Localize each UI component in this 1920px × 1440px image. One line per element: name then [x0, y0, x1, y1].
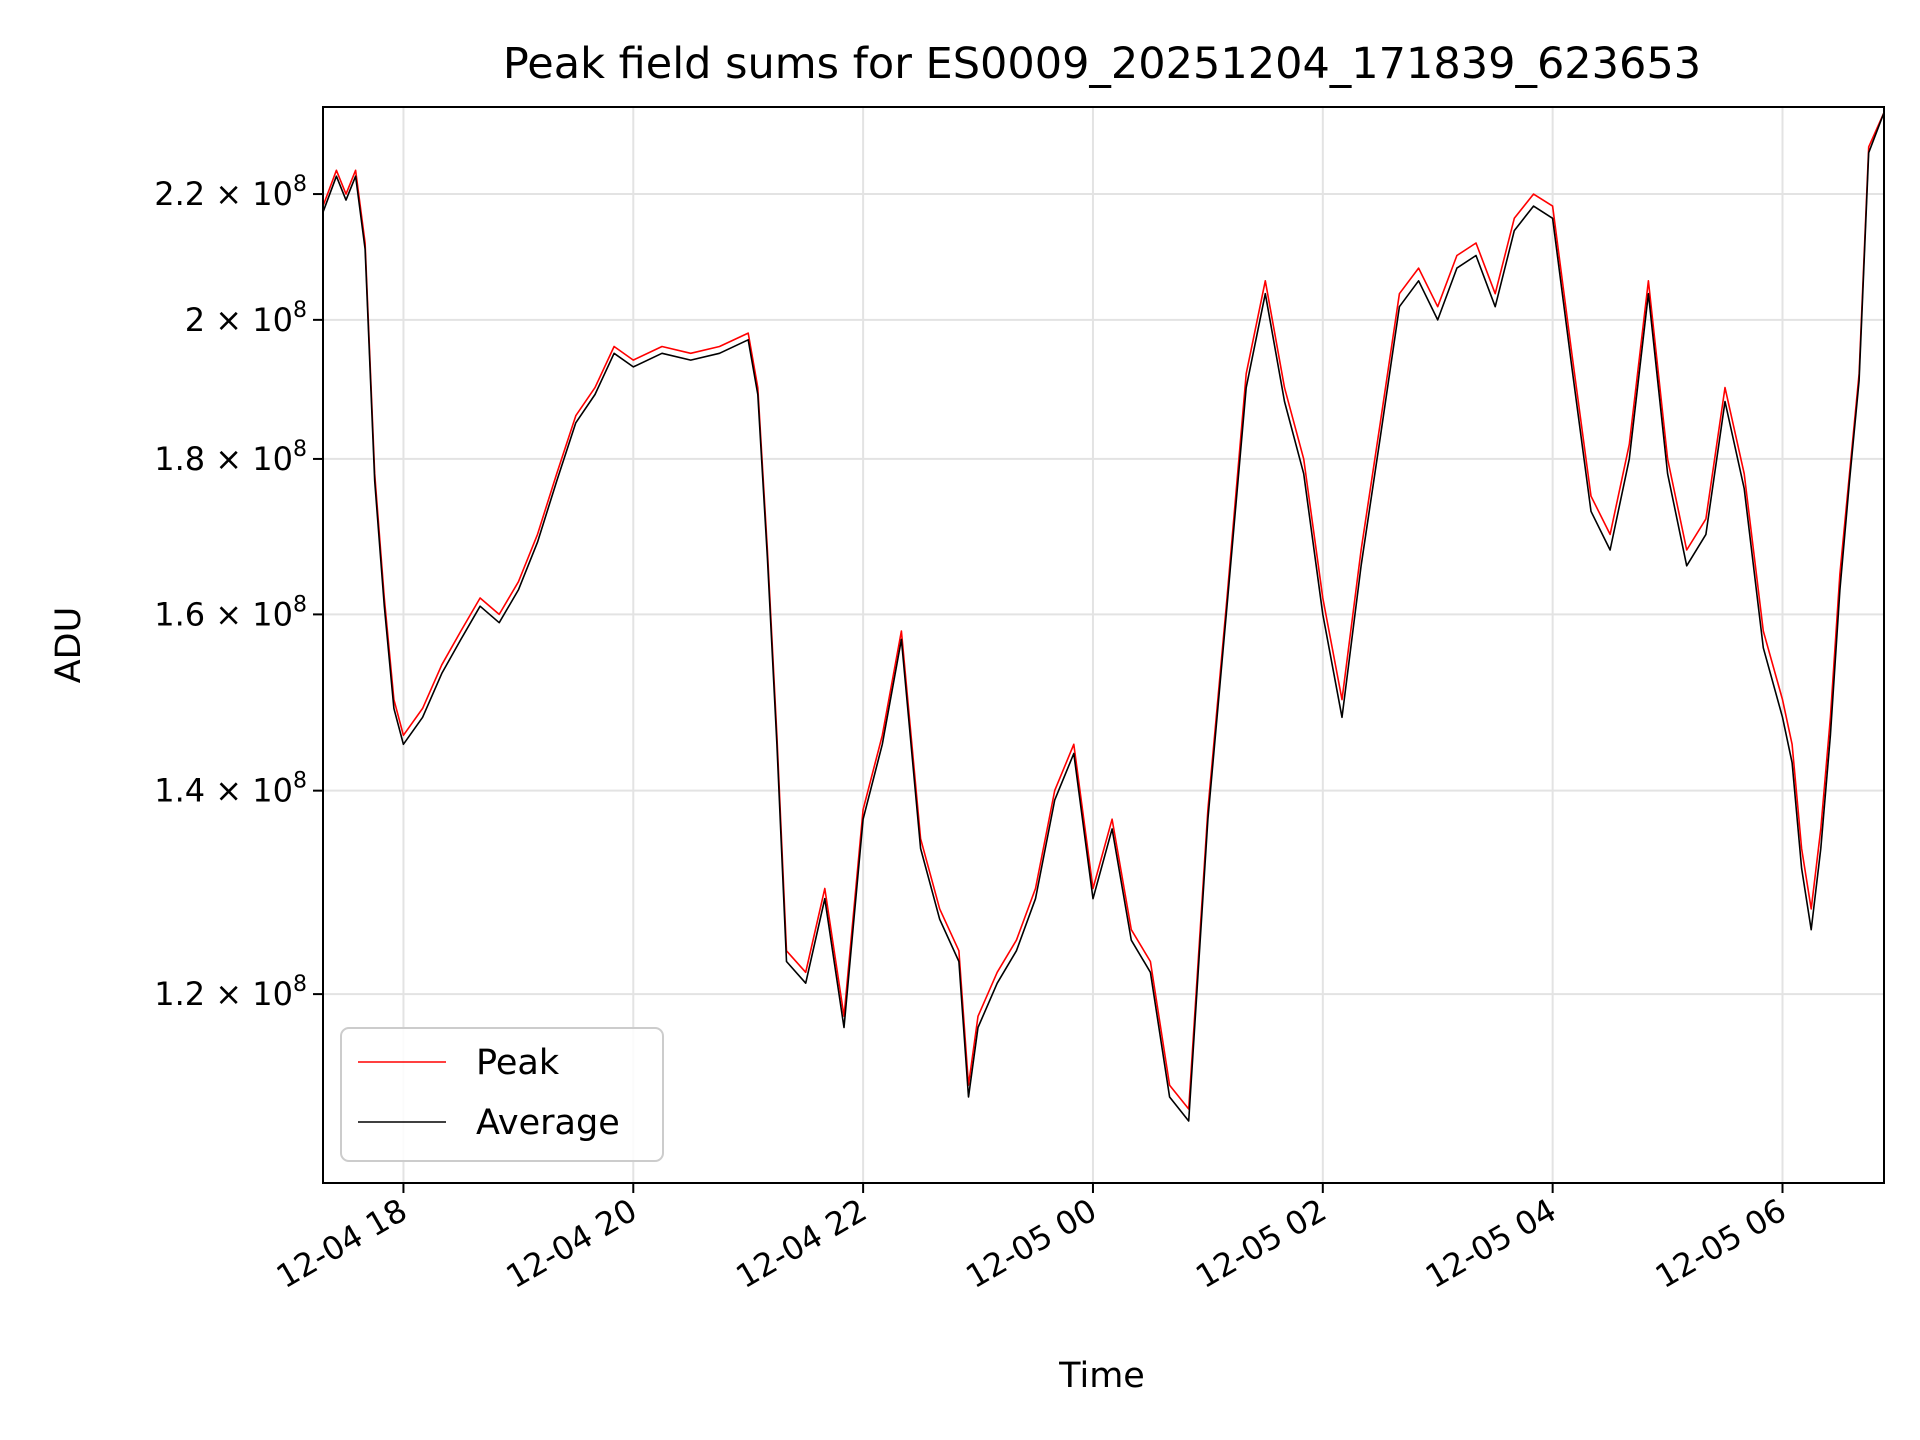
- y-tick-label: 2.2 × 108: [154, 172, 307, 213]
- grid-lines: [323, 107, 1884, 1183]
- y-tick-label: 1.6 × 108: [154, 592, 307, 633]
- legend-label-peak: Peak: [476, 1043, 560, 1083]
- y-tick-label: 2 × 108: [185, 298, 307, 339]
- series-lines: [322, 112, 1885, 1122]
- plot-frame: [322, 106, 1885, 1184]
- y-tick-label: 1.8 × 108: [154, 437, 307, 478]
- y-axis-ticks: 1.2 × 108 1.4 × 108 1.6 × 108 1.8 × 108 2 × …: [154, 172, 323, 1013]
- y-tick-label: 1.2 × 108: [154, 972, 307, 1013]
- y-tick-label: 1.4 × 108: [154, 769, 307, 810]
- series-line-peak: [322, 112, 1885, 1110]
- chart-title: Peak field sums for ES0009_20251204_1718…: [503, 39, 1701, 89]
- x-axis-label: Time: [1058, 1356, 1145, 1396]
- legend-label-average: Average: [476, 1103, 620, 1143]
- legend: Peak Average: [340, 1027, 664, 1162]
- series-line-average: [322, 112, 1885, 1122]
- y-axis-label: ADU: [49, 607, 89, 684]
